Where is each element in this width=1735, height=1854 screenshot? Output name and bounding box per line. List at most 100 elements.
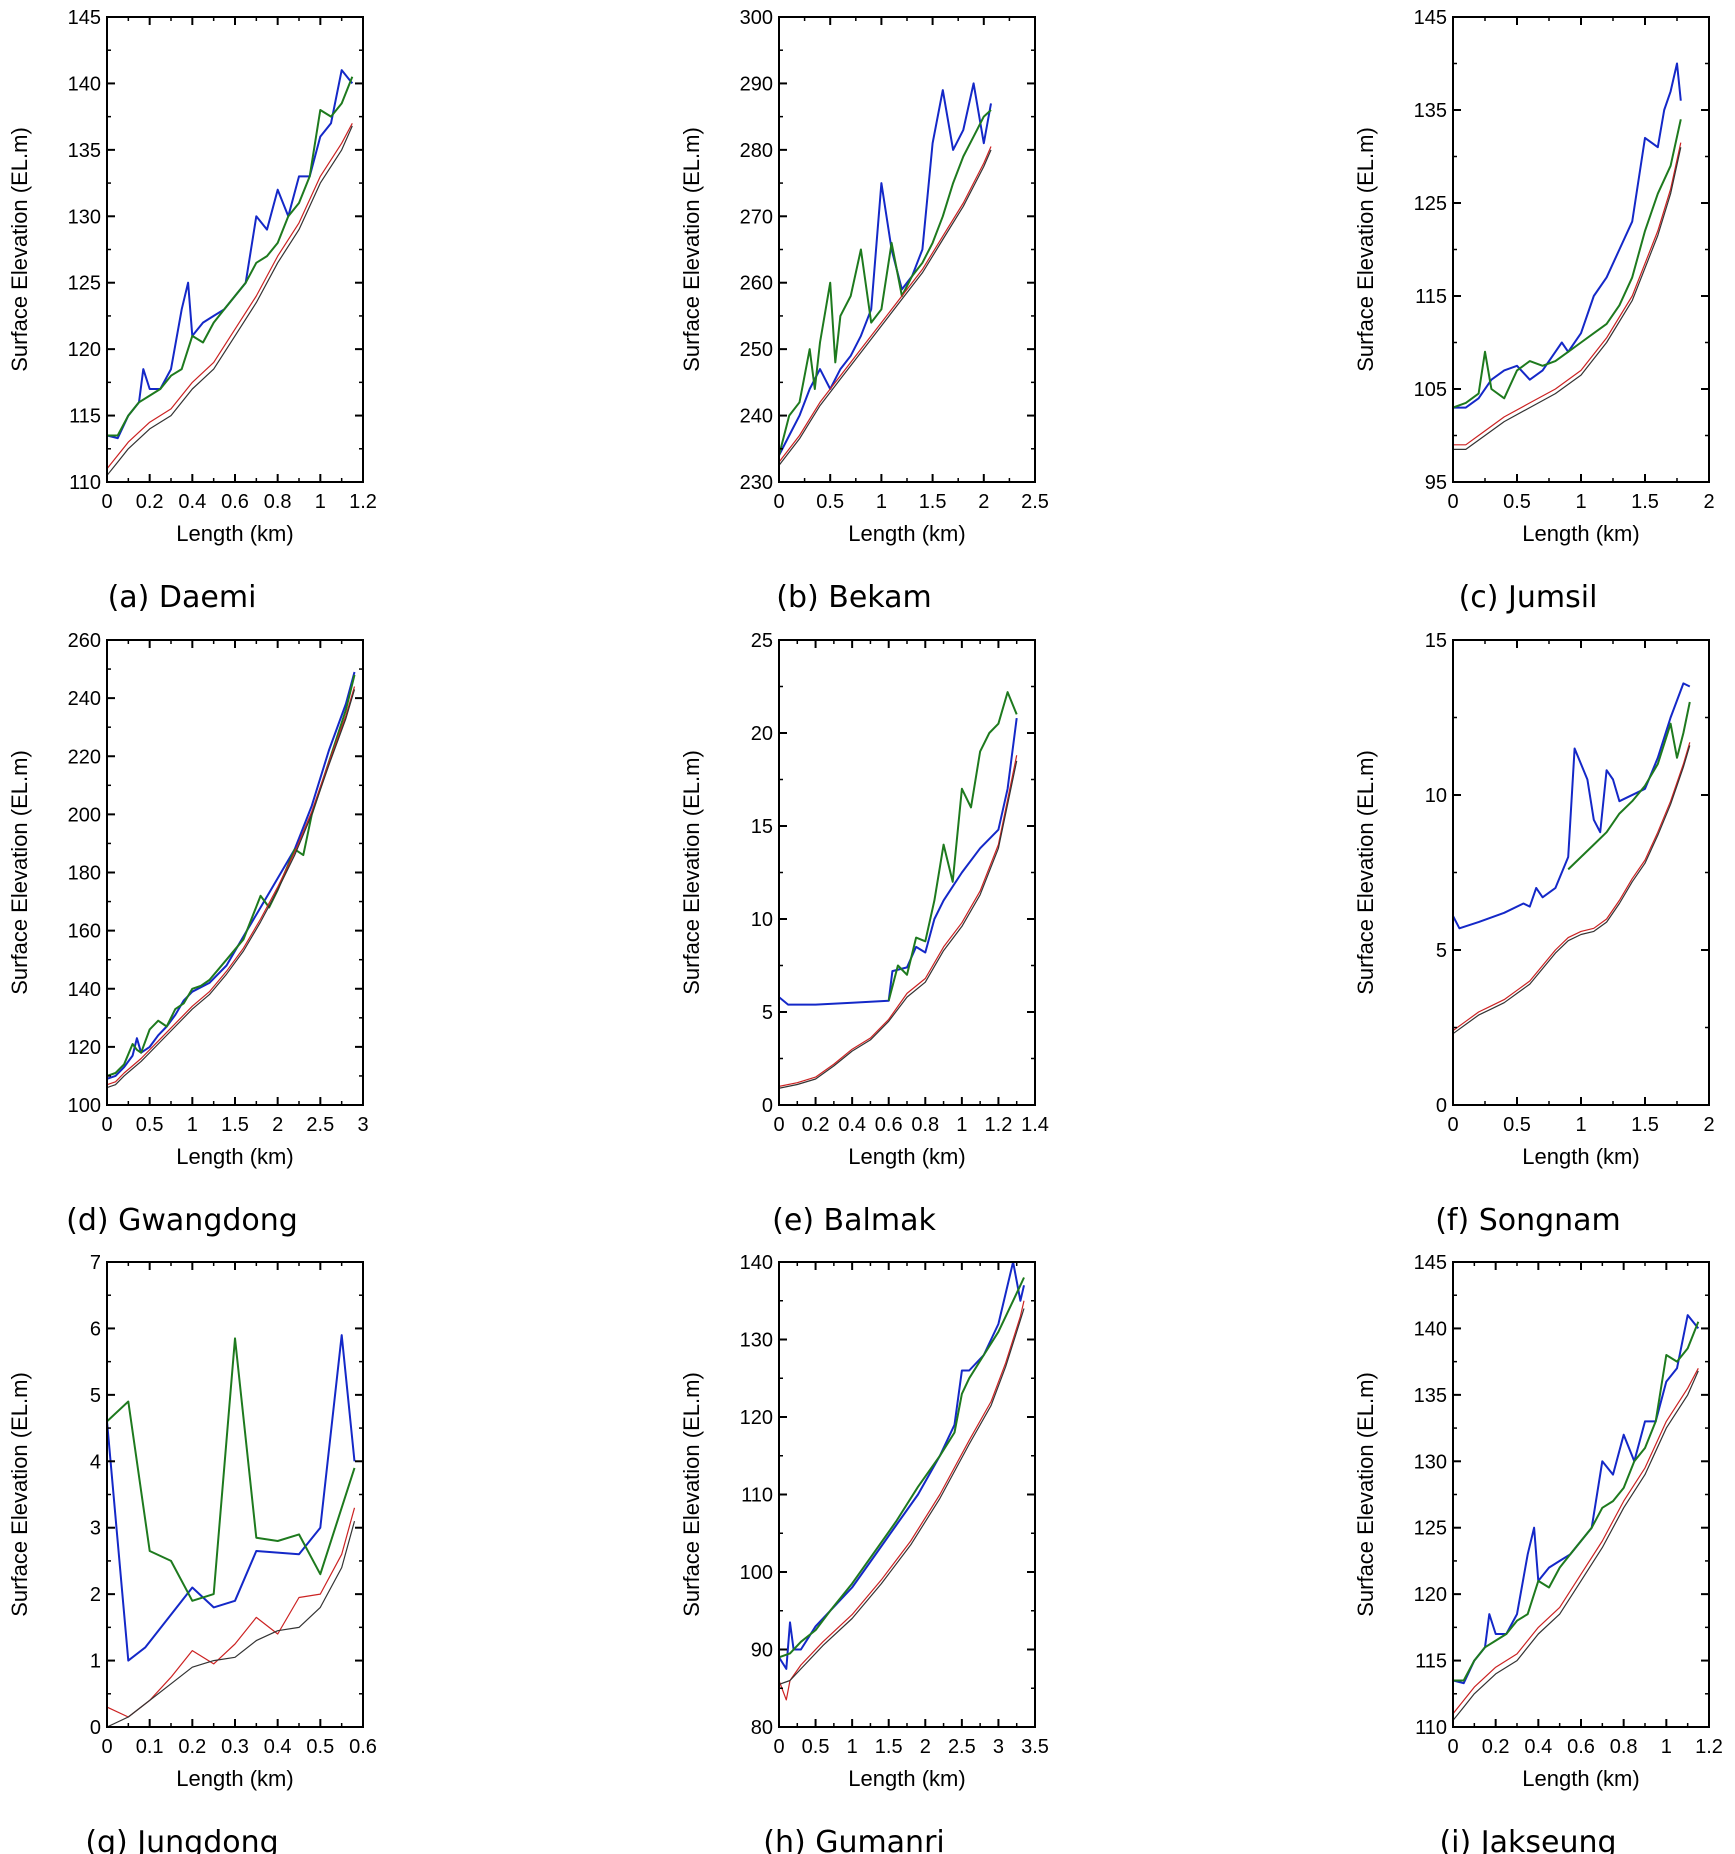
x-tick-label: 0 bbox=[1447, 1114, 1458, 1136]
x-tick-label: 0.6 bbox=[221, 491, 249, 513]
series-line-water-surface bbox=[107, 123, 353, 470]
y-axis-title: Surface Elevation (EL.m) bbox=[679, 1372, 704, 1617]
x-tick-label: 0.2 bbox=[1482, 1736, 1510, 1758]
y-tick-label: 180 bbox=[68, 863, 101, 885]
y-tick-label: 110 bbox=[741, 1485, 773, 1507]
x-tick-label: 0.5 bbox=[1503, 1114, 1531, 1136]
series-line-water-surface bbox=[1453, 1368, 1699, 1715]
panel-caption: (f) Songnam bbox=[1435, 1203, 1621, 1238]
x-tick-label: 0 bbox=[773, 1736, 784, 1758]
x-tick-label: 2 bbox=[272, 1114, 283, 1136]
series-line-observed bbox=[107, 69, 354, 440]
y-tick-label: 80 bbox=[751, 1717, 773, 1739]
panel-caption: (g) Jungdong bbox=[85, 1825, 278, 1854]
series-line-observed bbox=[1453, 62, 1682, 409]
y-axis-title: Surface Elevation (EL.m) bbox=[1353, 127, 1378, 372]
x-tick-label: 0.6 bbox=[875, 1114, 903, 1136]
x-tick-label: 0.6 bbox=[1567, 1736, 1595, 1758]
y-tick-label: 105 bbox=[1414, 379, 1447, 401]
x-axis-title: Length (km) bbox=[1522, 1144, 1639, 1169]
x-tick-label: 0 bbox=[101, 1736, 112, 1758]
y-axis-title: Surface Elevation (EL.m) bbox=[1353, 750, 1378, 995]
chart-panel: 0 0.5 1 1.5 2 95 105 115 125 135 145 Length (km) Sur… bbox=[1353, 7, 1715, 615]
y-tick-label: 280 bbox=[740, 140, 773, 162]
x-tick-label: 3.5 bbox=[1021, 1736, 1049, 1758]
x-axis-title: Length (km) bbox=[176, 1766, 293, 1791]
y-tick-label: 0 bbox=[90, 1717, 101, 1739]
series-line-water-surface bbox=[779, 1300, 1025, 1701]
series-line-simulated bbox=[107, 76, 354, 437]
y-tick-label: 100 bbox=[68, 1095, 101, 1117]
y-tick-label: 20 bbox=[751, 723, 773, 745]
y-tick-label: 100 bbox=[740, 1562, 773, 1584]
y-tick-label: 240 bbox=[740, 406, 773, 428]
x-tick-label: 0.8 bbox=[911, 1114, 939, 1136]
y-tick-label: 140 bbox=[68, 979, 101, 1001]
x-tick-label: 1.5 bbox=[1631, 1114, 1659, 1136]
x-tick-label: 1 bbox=[1661, 1736, 1672, 1758]
y-tick-label: 120 bbox=[740, 1407, 773, 1429]
y-tick-label: 145 bbox=[1414, 7, 1447, 29]
y-axis-title: Surface Elevation (EL.m) bbox=[7, 750, 32, 995]
chart-panel: 0 0.2 0.4 0.6 0.8 1 1.2 1.4 0 5 10 15 20 25 Length (km… bbox=[679, 630, 1049, 1238]
x-axis-title: Length (km) bbox=[1522, 1766, 1639, 1791]
y-tick-label: 15 bbox=[1425, 630, 1447, 652]
x-tick-label: 1.5 bbox=[1631, 491, 1659, 513]
series-line-bed bbox=[1453, 147, 1682, 450]
x-tick-label: 3 bbox=[357, 1114, 368, 1136]
x-tick-label: 0 bbox=[773, 1114, 784, 1136]
series-line-water-surface bbox=[107, 686, 356, 1086]
x-tick-label: 1 bbox=[315, 491, 326, 513]
x-axis-title: Length (km) bbox=[848, 1766, 965, 1791]
x-tick-label: 0 bbox=[101, 491, 112, 513]
y-tick-label: 120 bbox=[68, 339, 101, 361]
y-tick-label: 130 bbox=[740, 1330, 773, 1352]
series-line-water-surface bbox=[107, 1507, 356, 1718]
x-tick-label: 1.5 bbox=[221, 1114, 249, 1136]
x-tick-label: 0.4 bbox=[838, 1114, 866, 1136]
series-line-bed bbox=[779, 1308, 1025, 1685]
x-tick-label: 0.8 bbox=[1610, 1736, 1638, 1758]
x-axis-title: Length (km) bbox=[848, 521, 965, 546]
y-axis-title: Surface Elevation (EL.m) bbox=[679, 127, 704, 372]
y-tick-label: 15 bbox=[751, 816, 773, 838]
series-line-simulated bbox=[779, 1277, 1025, 1659]
series-line-bed bbox=[1453, 1370, 1699, 1721]
y-tick-label: 110 bbox=[1415, 1717, 1447, 1739]
x-tick-label: 0.5 bbox=[136, 1114, 164, 1136]
x-tick-label: 0.1 bbox=[136, 1736, 164, 1758]
x-axis-title: Length (km) bbox=[848, 1144, 965, 1169]
x-tick-label: 1.2 bbox=[1695, 1736, 1723, 1758]
y-axis-title: Surface Elevation (EL.m) bbox=[7, 1372, 32, 1617]
y-tick-label: 125 bbox=[68, 273, 101, 295]
y-tick-label: 220 bbox=[68, 746, 101, 768]
y-tick-label: 120 bbox=[1414, 1584, 1447, 1606]
y-tick-label: 200 bbox=[68, 804, 101, 826]
x-tick-label: 2 bbox=[1703, 1114, 1714, 1136]
y-tick-label: 130 bbox=[68, 206, 101, 228]
series-line-simulated bbox=[107, 674, 356, 1077]
series-line-simulated bbox=[1453, 1321, 1700, 1682]
series-line-simulated bbox=[887, 691, 1018, 1002]
series-line-observed bbox=[107, 671, 356, 1080]
plot-frame bbox=[778, 639, 1036, 1106]
panel-caption: (i) Jakseung bbox=[1439, 1825, 1616, 1854]
x-axis-title: Length (km) bbox=[176, 1144, 293, 1169]
y-tick-label: 95 bbox=[1425, 472, 1447, 494]
y-tick-label: 2 bbox=[90, 1584, 101, 1606]
y-tick-label: 145 bbox=[68, 7, 101, 29]
series-line-water-surface bbox=[1453, 142, 1682, 446]
x-tick-label: 2.5 bbox=[1021, 491, 1049, 513]
y-tick-label: 0 bbox=[762, 1095, 773, 1117]
x-tick-label: 0.5 bbox=[802, 1736, 830, 1758]
x-tick-label: 1 bbox=[876, 491, 887, 513]
x-tick-label: 1 bbox=[1575, 491, 1586, 513]
y-tick-label: 115 bbox=[1415, 286, 1447, 308]
plot-frame bbox=[1452, 1261, 1710, 1728]
x-tick-label: 1 bbox=[956, 1114, 967, 1136]
x-tick-label: 0.2 bbox=[178, 1736, 206, 1758]
x-tick-label: 2 bbox=[920, 1736, 931, 1758]
y-tick-label: 25 bbox=[751, 630, 773, 652]
chart-panel: 0 0.5 1 1.5 2 2.5 3 3.5 80 90 100 110 120 130 140 Lengt… bbox=[679, 1252, 1049, 1854]
series-line-bed bbox=[107, 125, 353, 476]
